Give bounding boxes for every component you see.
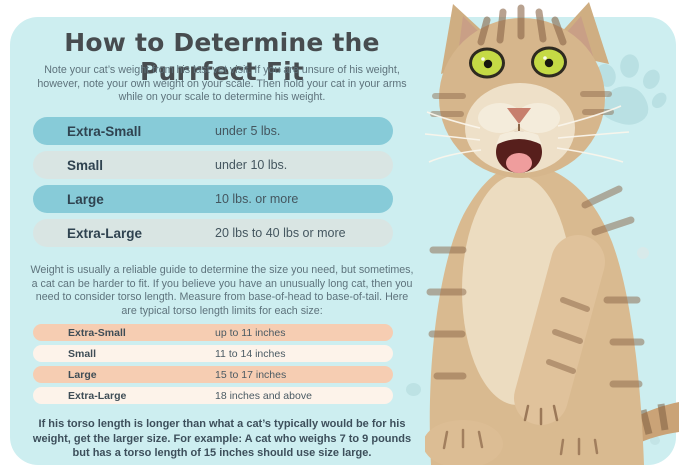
page-title: How to Determine the Purrfect Fit (64, 28, 380, 86)
size-range: 10 lbs. or more (215, 192, 299, 206)
size-range: 18 inches and above (215, 389, 312, 402)
cat-photo (425, 2, 679, 465)
size-range: 20 lbs to 40 lbs or more (215, 226, 346, 240)
intro-paragraph: Note your cat’s weight from his last vet… (37, 64, 407, 103)
torso-paragraph: Weight is usually a reliable guide to de… (30, 264, 414, 317)
table-row: Large 10 lbs. or more (33, 185, 393, 213)
weight-size-table: Extra-Small under 5 lbs. Small under 10 … (33, 117, 393, 253)
sizing-advice-paragraph: If his torso length is longer than what … (32, 418, 412, 459)
paw-dot-icon (650, 436, 660, 445)
size-name: Small (68, 347, 97, 360)
table-row: Extra-Large 20 lbs to 40 lbs or more (33, 219, 393, 247)
paw-print-icon (596, 54, 667, 125)
table-row: Extra-Small under 5 lbs. (33, 117, 393, 145)
size-name: Extra-Large (68, 389, 127, 402)
paw-dot-icon (637, 247, 649, 259)
size-range: 15 to 17 inches (215, 368, 287, 381)
table-row: Extra-Small up to 11 inches (33, 324, 393, 341)
torso-length-table: Extra-Small up to 11 inches Small 11 to … (33, 324, 393, 408)
size-name: Extra-Large (67, 225, 143, 241)
size-name: Small (67, 157, 104, 173)
size-name: Extra-Small (68, 326, 126, 339)
table-row: Small 11 to 14 inches (33, 345, 393, 362)
size-name: Large (67, 191, 104, 207)
size-name: Large (68, 368, 97, 381)
size-range: under 10 lbs. (215, 158, 288, 172)
size-name: Extra-Small (67, 123, 142, 139)
size-range: 11 to 14 inches (215, 347, 286, 360)
size-range: up to 11 inches (215, 326, 286, 339)
paw-dot-icon (406, 383, 421, 396)
table-row: Extra-Large 18 inches and above (33, 387, 393, 404)
size-range: under 5 lbs. (215, 124, 281, 138)
table-row: Small under 10 lbs. (33, 151, 393, 179)
table-row: Large 15 to 17 inches (33, 366, 393, 383)
